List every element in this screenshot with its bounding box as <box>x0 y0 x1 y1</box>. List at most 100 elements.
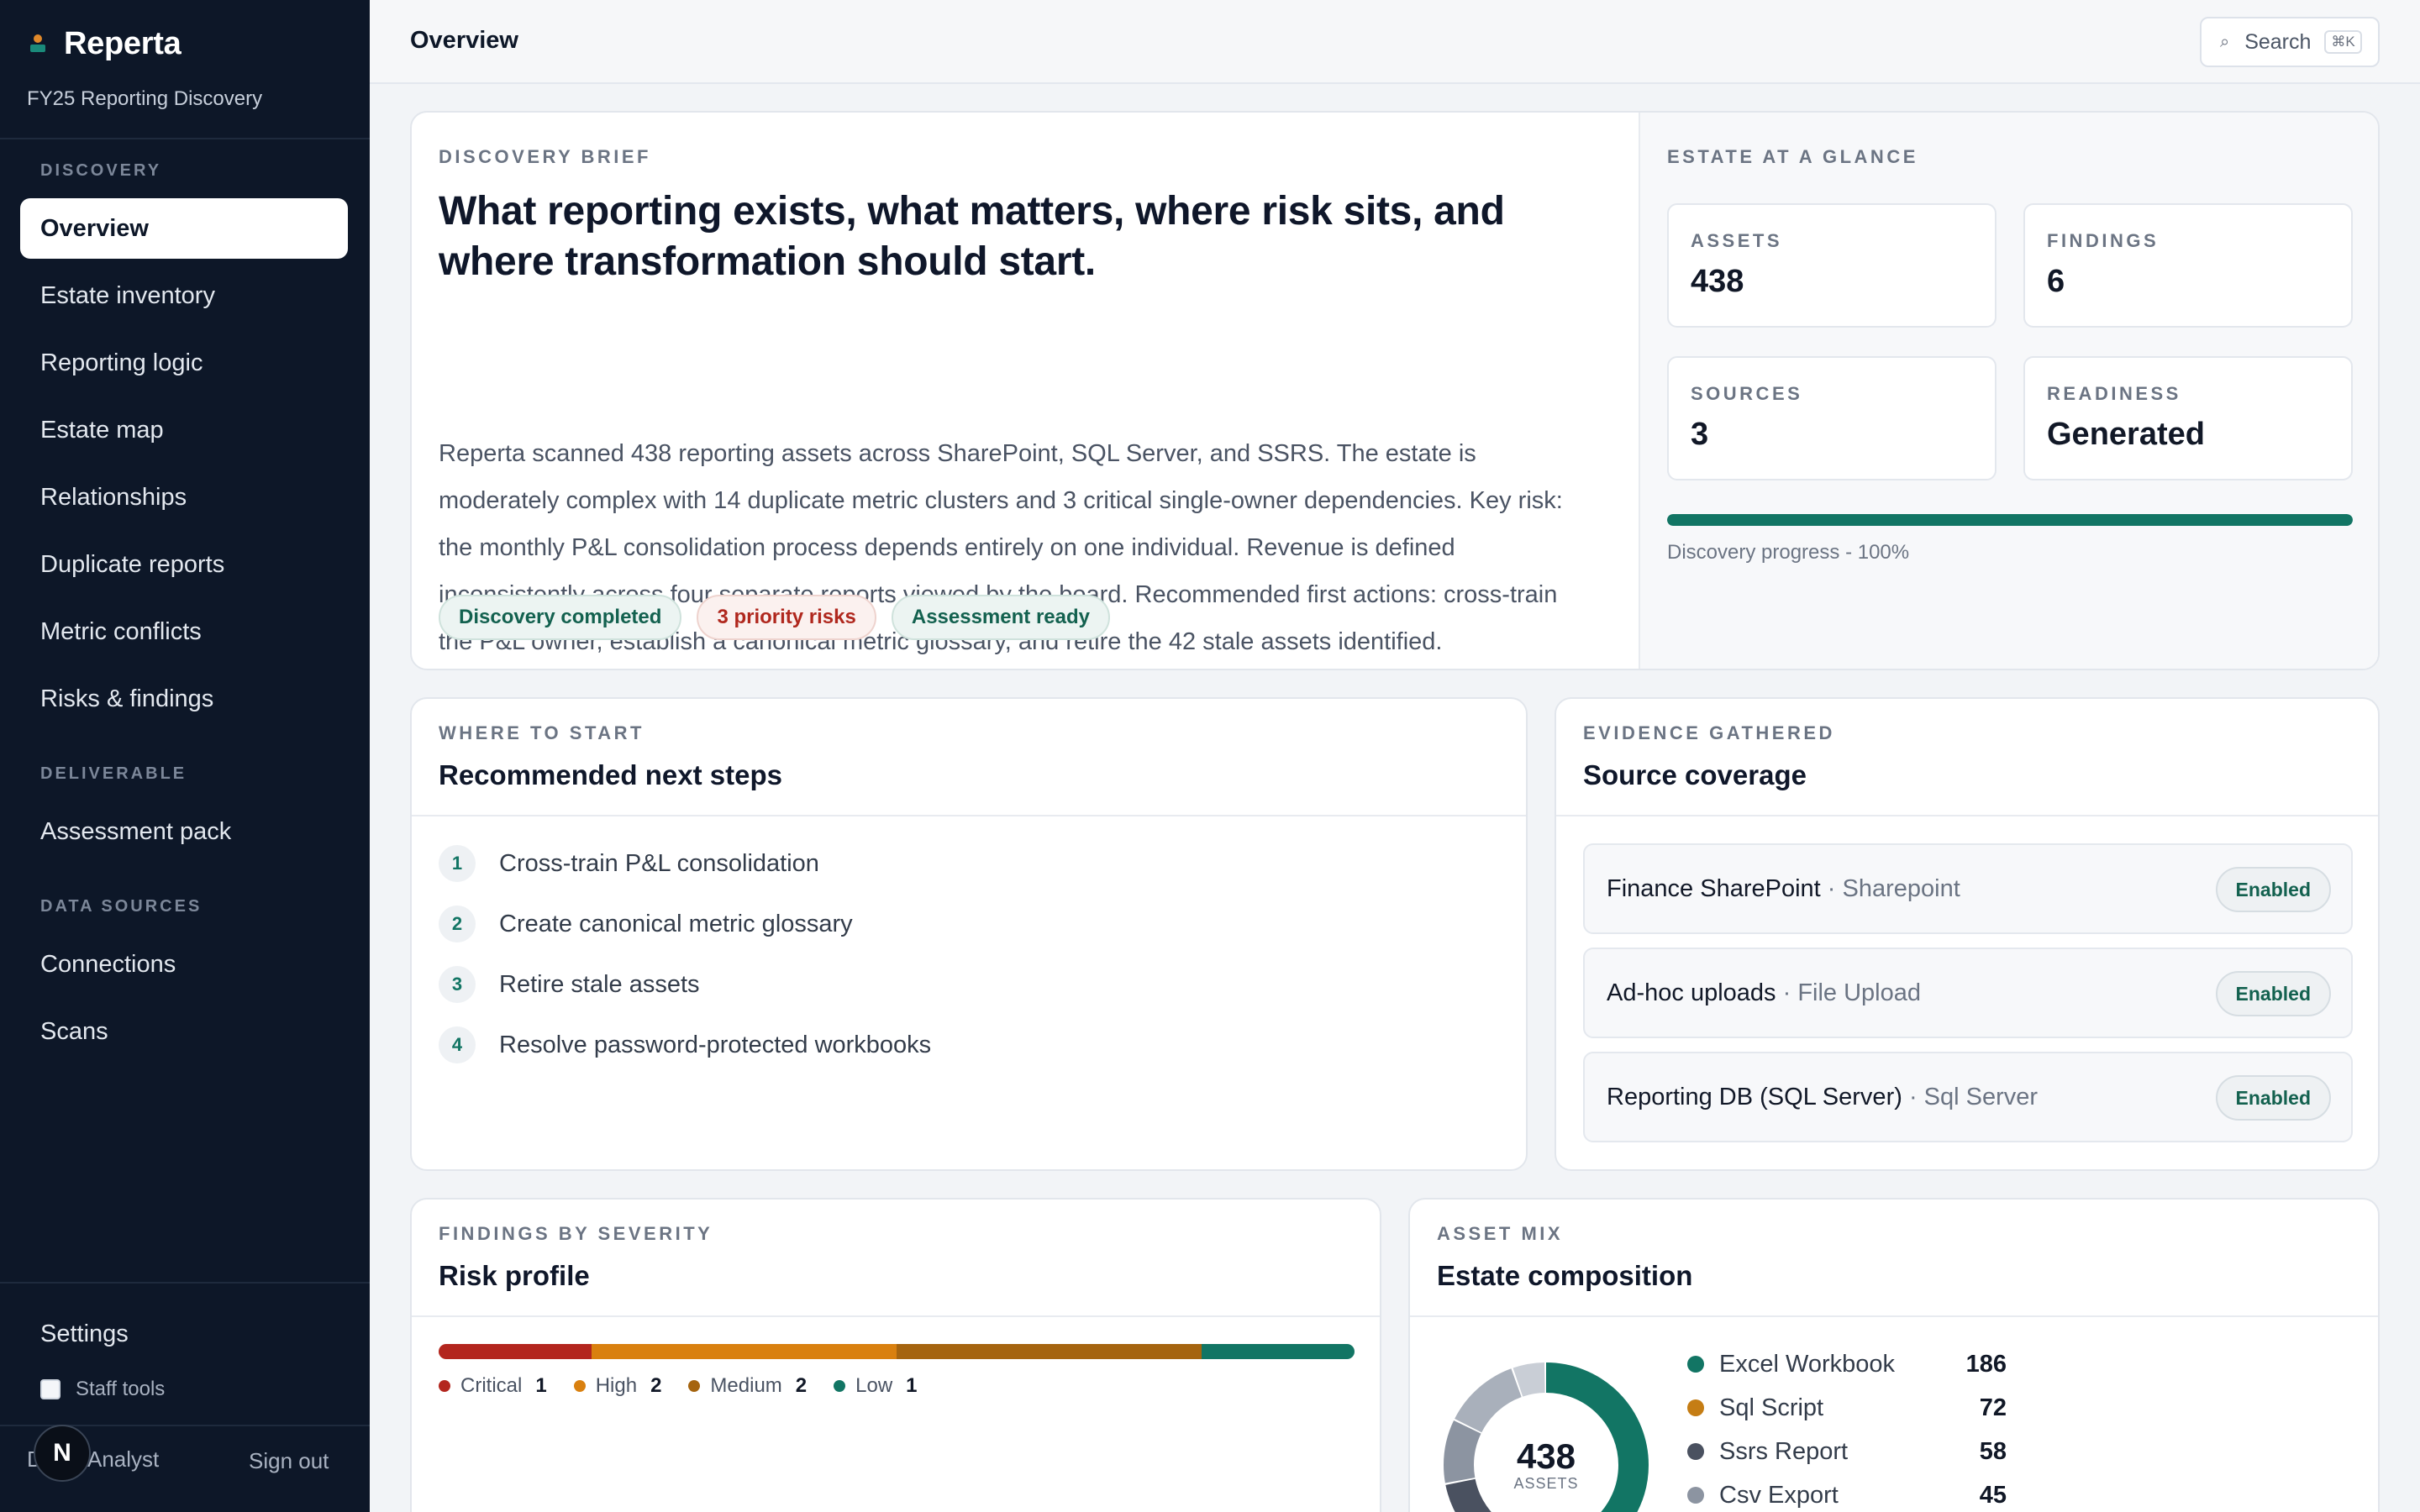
mix-dot <box>1687 1399 1704 1416</box>
legend-low: Low 1 <box>834 1374 918 1398</box>
mix-count: 45 <box>1979 1481 2007 1509</box>
asset-mix-row: Csv Export 45 <box>1687 1473 2007 1512</box>
sidebar-item-reporting-logic[interactable]: Reporting logic <box>40 349 203 376</box>
legend-dot <box>573 1380 586 1392</box>
source-row[interactable]: Finance SharePoint · Sharepoint Enabled <box>1583 843 2353 934</box>
legend-dot <box>834 1380 846 1392</box>
sidebar-item-scans[interactable]: Scans <box>40 1017 108 1045</box>
source-kind: Sharepoint <box>1842 875 1960 902</box>
staff-tools-checkbox[interactable] <box>40 1379 60 1399</box>
estate-title: Estate composition <box>1437 1260 1693 1291</box>
next-step-item[interactable]: 2 Create canonical metric glossary <box>439 906 853 942</box>
source-separator: · <box>1776 979 1798 1006</box>
page-title: Overview <box>410 27 518 54</box>
stat-label: ASSETS <box>1691 230 1783 251</box>
stat-label: FINDINGS <box>2047 230 2160 251</box>
source-label: Reporting DB (SQL Server) · Sql Server <box>1607 1084 2038 1111</box>
severity-segment-critical <box>439 1344 592 1359</box>
estate-donut-chart: 438 ASSETS <box>1437 1356 1655 1512</box>
severity-segment-high <box>591 1344 897 1359</box>
divider <box>412 815 1526 816</box>
sidebar-item-settings[interactable]: Settings <box>40 1320 129 1347</box>
staff-tools-toggle[interactable]: Staff tools <box>40 1378 165 1401</box>
sidebar-item-overview[interactable]: Overview <box>20 198 348 259</box>
steps-title: Recommended next steps <box>439 759 782 790</box>
step-number: 4 <box>439 1026 476 1063</box>
legend-count: 1 <box>535 1374 547 1397</box>
brand[interactable]: Reperta <box>29 25 182 62</box>
legend-high: High 2 <box>573 1374 662 1398</box>
sidebar-item-assessment-pack[interactable]: Assessment pack <box>40 817 232 845</box>
mix-dot <box>1687 1443 1704 1460</box>
divider <box>0 138 370 139</box>
mix-count: 72 <box>1979 1394 2007 1421</box>
legend-count: 1 <box>906 1374 918 1397</box>
source-coverage-card: EVIDENCE GATHERED Source coverage Financ… <box>1555 697 2380 1171</box>
source-kind: File Upload <box>1797 979 1921 1006</box>
chip-priority-risks[interactable]: 3 priority risks <box>697 595 876 640</box>
source-separator: · <box>1902 1084 1924 1110</box>
next-step-item[interactable]: 3 Retire stale assets <box>439 966 700 1003</box>
stat-label: SOURCES <box>1691 383 1803 404</box>
mix-count: 58 <box>1979 1437 2007 1465</box>
search-shortcut: ⌘K <box>2324 30 2362 54</box>
source-kind: Sql Server <box>1923 1084 2039 1110</box>
sources-eyebrow: EVIDENCE GATHERED <box>1583 722 1835 743</box>
risk-profile-card: FINDINGS BY SEVERITY Risk profile Critic… <box>410 1198 1381 1512</box>
legend-critical: Critical 1 <box>439 1374 547 1398</box>
source-row[interactable]: Reporting DB (SQL Server) · Sql Server E… <box>1583 1052 2353 1142</box>
step-text: Create canonical metric glossary <box>499 910 853 937</box>
section-label-discovery: DISCOVERY <box>40 161 162 180</box>
stat-value: 438 <box>1691 264 1744 299</box>
search-button[interactable]: ⌕ Search ⌘K <box>2200 17 2380 67</box>
next-step-item[interactable]: 4 Resolve password-protected workbooks <box>439 1026 931 1063</box>
source-label: Ad-hoc uploads · File Upload <box>1607 979 1921 1007</box>
source-label: Finance SharePoint · Sharepoint <box>1607 875 1960 903</box>
step-number: 1 <box>439 845 476 882</box>
step-number: 3 <box>439 966 476 1003</box>
discovery-brief-card: DISCOVERY BRIEF What reporting exists, w… <box>410 111 2380 670</box>
stat-assets: ASSETS 438 <box>1667 203 1996 328</box>
avatar[interactable]: N <box>34 1425 91 1482</box>
project-name: FY25 Reporting Discovery <box>27 87 263 110</box>
stat-value: Generated <box>2047 417 2205 452</box>
legend-dot <box>439 1380 450 1392</box>
divider <box>1556 815 2378 816</box>
status-badge: Enabled <box>2215 971 2331 1016</box>
donut-center: 438 ASSETS <box>1437 1356 1655 1512</box>
staff-tools-label: Staff tools <box>76 1378 166 1400</box>
mix-label: Excel Workbook <box>1719 1350 1895 1378</box>
severity-segment-low <box>1202 1344 1355 1359</box>
step-text: Resolve password-protected workbooks <box>499 1031 932 1058</box>
legend-label: Medium <box>710 1374 782 1397</box>
sidebar-item-risks-findings[interactable]: Risks & findings <box>40 685 214 712</box>
sign-out-link[interactable]: Sign out <box>249 1448 329 1473</box>
legend-count: 2 <box>650 1374 662 1397</box>
sidebar-item-connections[interactable]: Connections <box>40 950 176 978</box>
chip-assessment-ready: Assessment ready <box>891 595 1110 640</box>
discovery-progress-fill <box>1667 514 2353 526</box>
sidebar-item-relationships[interactable]: Relationships <box>40 483 187 511</box>
sidebar-item-metric-conflicts[interactable]: Metric conflicts <box>40 617 202 645</box>
risk-eyebrow: FINDINGS BY SEVERITY <box>439 1223 713 1244</box>
search-label: Search <box>2244 29 2312 54</box>
next-step-item[interactable]: 1 Cross-train P&L consolidation <box>439 845 819 882</box>
status-badge: Enabled <box>2215 867 2331 912</box>
stat-value: 6 <box>2047 264 2065 299</box>
sidebar-item-duplicate-reports[interactable]: Duplicate reports <box>40 550 225 578</box>
divider <box>0 1425 370 1426</box>
sidebar-item-estate-inventory[interactable]: Estate inventory <box>40 281 215 309</box>
donut-svg <box>1444 1362 1649 1512</box>
sidebar: Reperta FY25 Reporting Discovery DISCOVE… <box>0 0 370 1512</box>
user-row: D Analyst N Sign out <box>0 1425 370 1512</box>
asset-mix-row: Sql Script 72 <box>1687 1386 2007 1430</box>
legend-label: High <box>595 1374 638 1397</box>
risk-title: Risk profile <box>439 1260 590 1291</box>
legend-medium: Medium 2 <box>688 1374 807 1398</box>
step-text: Retire stale assets <box>499 970 700 998</box>
severity-legend: Critical 1 High 2 Medium 2 Low 1 <box>439 1374 918 1398</box>
source-row[interactable]: Ad-hoc uploads · File Upload Enabled <box>1583 948 2353 1038</box>
stat-sources: SOURCES 3 <box>1667 356 1996 480</box>
donut-slice-excel-workbook <box>1444 1362 1649 1512</box>
sidebar-item-estate-map[interactable]: Estate map <box>40 416 164 444</box>
